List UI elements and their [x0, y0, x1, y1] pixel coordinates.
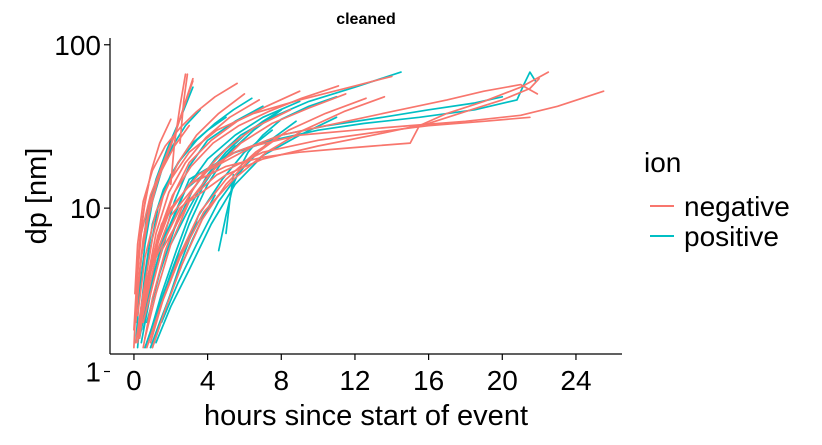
series-line-negative-35 [145, 95, 386, 349]
series-line-negative-39 [138, 85, 340, 340]
series-line-negative-27 [144, 93, 347, 340]
series-line-positive-7 [155, 116, 338, 344]
x-tick-label: 16 [413, 365, 444, 396]
x-axis-ticks: 0 4 8 12 16 20 24 [126, 354, 592, 396]
series-line-negative-34 [140, 116, 531, 324]
series-line-positive-17 [169, 108, 283, 246]
x-tick-label: 0 [126, 365, 142, 396]
x-tick-label: 8 [273, 365, 289, 396]
series-line-negative-37 [151, 131, 286, 349]
plot-area [133, 71, 605, 349]
series-line-negative-32 [134, 71, 550, 344]
y-axis-title: dp [nm] [21, 148, 53, 245]
chart-title: cleaned [336, 11, 396, 28]
series-line-negative-28 [136, 75, 393, 317]
series-line-negative-31 [142, 77, 540, 324]
legend-label-positive: positive [684, 221, 779, 252]
series-line-negative-41 [179, 73, 189, 144]
series-line-negative-33 [136, 90, 605, 335]
x-axis-title: hours since start of event [204, 400, 528, 432]
series-line-negative-36 [133, 118, 172, 331]
x-tick-label: 24 [560, 365, 591, 396]
legend-title: ion [644, 147, 681, 178]
x-tick-label: 20 [487, 365, 518, 396]
y-tick-label: 100 [54, 30, 101, 61]
y-axis-ticks: 1 10 100 [54, 30, 110, 388]
y-tick-label: 1 [85, 357, 101, 388]
legend-label-negative: negative [684, 191, 790, 222]
series-line-positive-12 [225, 173, 235, 235]
series-line-negative-38 [134, 82, 238, 295]
x-tick-label: 12 [339, 365, 370, 396]
y-tick-label: 10 [70, 193, 101, 224]
series-line-negative-23 [142, 108, 292, 349]
x-tick-label: 4 [200, 365, 216, 396]
series-line-negative-40 [169, 73, 187, 186]
